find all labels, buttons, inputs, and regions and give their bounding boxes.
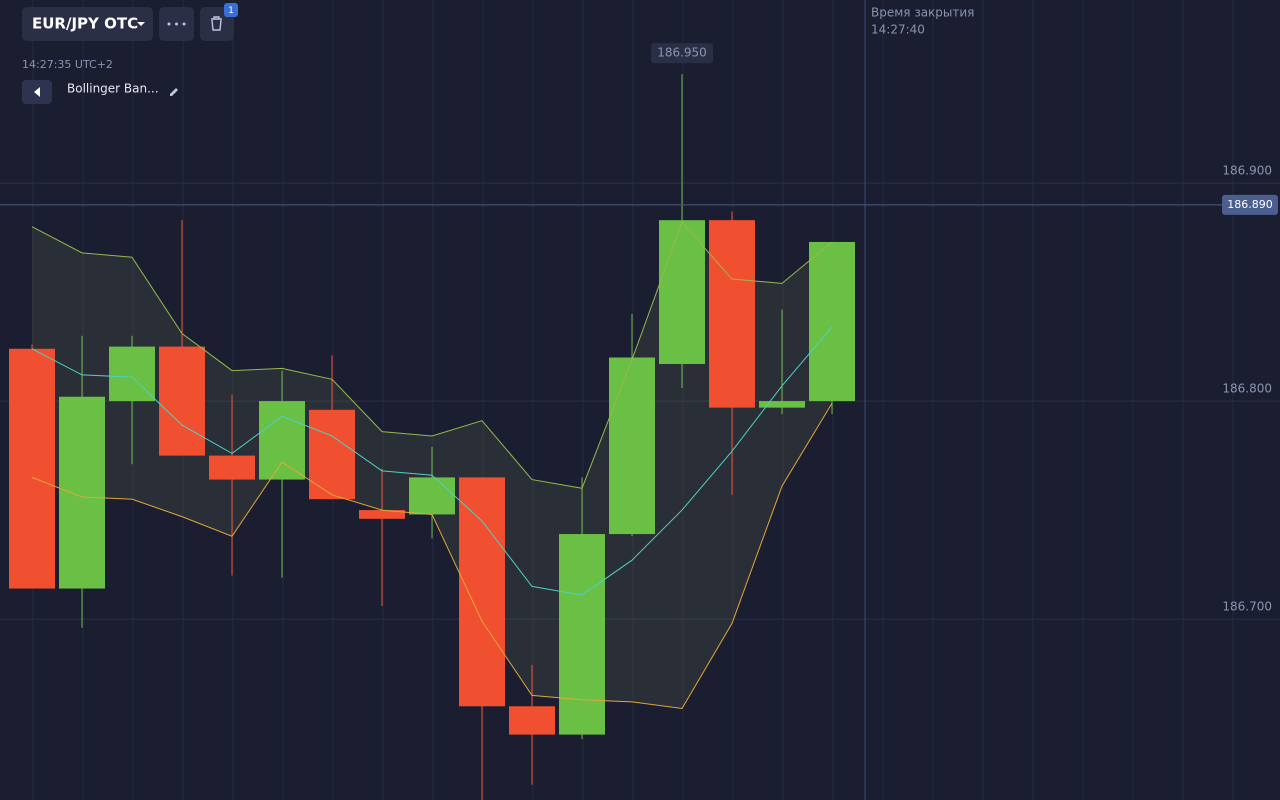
dot <box>182 22 186 26</box>
band-upper <box>31 221 833 489</box>
band-lower <box>31 403 833 709</box>
symbol-button-bg[interactable] <box>22 7 153 41</box>
candle-body <box>609 357 655 535</box>
indicator-name[interactable]: Bollinger Ban... <box>67 82 159 96</box>
max-label-bg <box>651 43 713 64</box>
candle-body <box>809 241 855 402</box>
candle-body <box>359 510 405 519</box>
trash-icon[interactable] <box>211 16 222 31</box>
badge: 1 <box>228 6 234 16</box>
candle-body <box>459 477 505 707</box>
candle-body <box>409 477 455 515</box>
candle-body <box>659 220 705 365</box>
dot <box>175 22 178 26</box>
max-label: 186.950 <box>657 46 707 60</box>
collapse-arrow[interactable] <box>34 87 40 97</box>
candle-body <box>759 401 805 408</box>
candle-body <box>59 396 105 589</box>
dot <box>167 22 171 26</box>
y-tick-label: 186.700 <box>1222 600 1272 614</box>
badge-bg <box>224 3 238 17</box>
candle-body <box>209 455 255 480</box>
indicator-row[interactable]: Bollinger Ban... <box>22 80 178 104</box>
candle-body <box>559 534 605 735</box>
symbol-button[interactable]: EUR/JPY OTC <box>22 7 153 41</box>
candle-body <box>259 401 305 480</box>
candle-body <box>509 706 555 735</box>
more-button[interactable] <box>159 7 194 41</box>
time: 14:27:35 UTC+2 <box>22 58 113 71</box>
candle-body <box>159 346 205 456</box>
close-time: 14:27:40 <box>871 23 925 37</box>
candle-body <box>309 409 355 500</box>
candle-body <box>9 348 55 589</box>
y-tick-label: 186.900 <box>1222 164 1272 178</box>
band-middle <box>31 326 833 596</box>
candle-body <box>709 220 755 408</box>
edit-icon[interactable] <box>170 88 178 96</box>
delete-button[interactable]: 1 <box>200 3 238 41</box>
y-tick-label: 186.800 <box>1222 382 1272 396</box>
current-price-label: 186.890 <box>1227 198 1273 211</box>
close-time-title: Время закрытия <box>871 6 974 20</box>
dropdown-arrow[interactable] <box>137 22 145 26</box>
symbol[interactable]: EUR/JPY OTC <box>32 15 138 33</box>
plot <box>9 74 855 800</box>
current-price-bg <box>1222 194 1278 215</box>
